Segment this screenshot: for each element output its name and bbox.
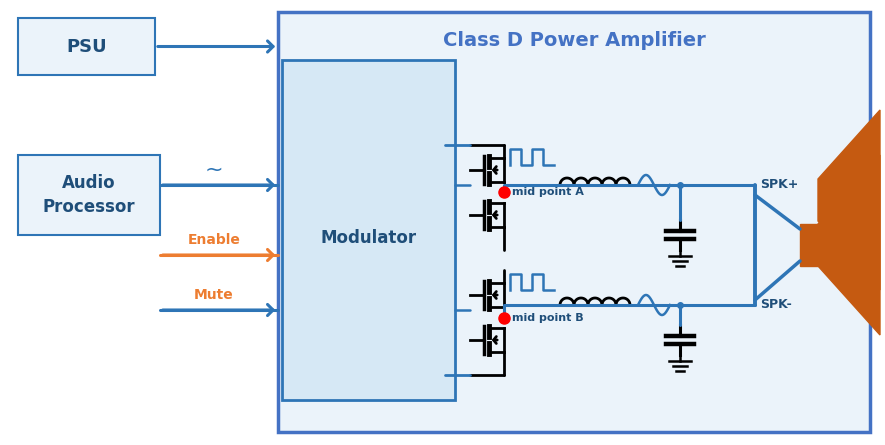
Text: Modulator: Modulator (320, 229, 417, 247)
Text: SPK-: SPK- (760, 299, 792, 312)
Text: Mute: Mute (194, 288, 234, 302)
Text: mid point A: mid point A (512, 187, 584, 197)
Polygon shape (818, 155, 880, 335)
Bar (278, 12, 870, 432)
Bar (800, 224, 818, 266)
Text: Enable: Enable (188, 233, 241, 247)
Bar (18, 155, 160, 235)
Text: Processor: Processor (42, 198, 135, 216)
Text: PSU: PSU (66, 37, 107, 56)
Text: SPK+: SPK+ (760, 178, 798, 191)
Polygon shape (818, 110, 880, 290)
Text: Class D Power Amplifier: Class D Power Amplifier (442, 31, 705, 49)
Text: Audio: Audio (62, 174, 116, 192)
Text: ~: ~ (204, 160, 223, 180)
Bar (18, 18, 155, 75)
Bar (282, 60, 455, 400)
Text: mid point B: mid point B (512, 313, 583, 323)
